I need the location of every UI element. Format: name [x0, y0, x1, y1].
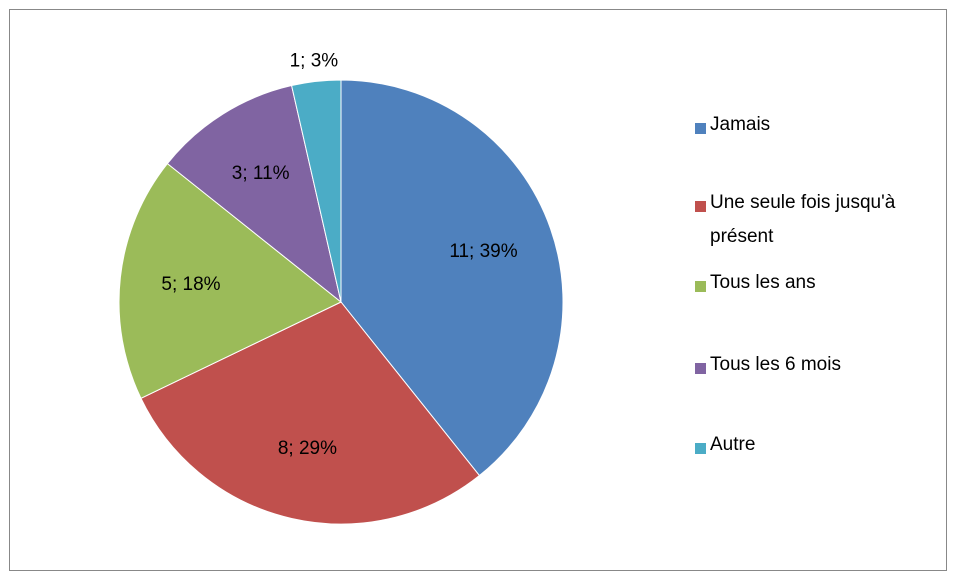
pie-slice	[140, 301, 481, 525]
data-label: 11; 39%	[449, 241, 517, 262]
pie-slice	[118, 162, 342, 399]
legend-swatch	[695, 281, 706, 292]
pie-slice	[166, 84, 342, 304]
legend-label: Tous les 6 mois	[710, 354, 841, 375]
legend-label: Jamais	[710, 114, 771, 135]
legend-item: Tous les ans	[695, 272, 953, 300]
data-label: 5; 18%	[161, 274, 220, 295]
legend-label: Tous les ans	[710, 272, 816, 293]
legend-item: Une seule fois jusqu'à présent	[695, 192, 953, 254]
legend-swatch	[695, 123, 706, 134]
legend-label: Autre	[710, 434, 756, 455]
legend-item: Jamais	[695, 114, 953, 142]
pie-slice	[340, 79, 564, 477]
data-label: 3; 11%	[232, 163, 290, 184]
legend-item: Autre	[695, 434, 953, 462]
legend-swatch	[695, 443, 706, 454]
pie-slice	[291, 79, 342, 303]
legend-item: Tous les 6 mois	[695, 354, 953, 382]
data-label: 1; 3%	[290, 51, 339, 72]
legend-swatch	[695, 201, 706, 212]
data-label: 8; 29%	[278, 438, 337, 459]
legend-label: Une seule fois jusqu'à présent	[710, 192, 896, 247]
legend-swatch	[695, 363, 706, 374]
